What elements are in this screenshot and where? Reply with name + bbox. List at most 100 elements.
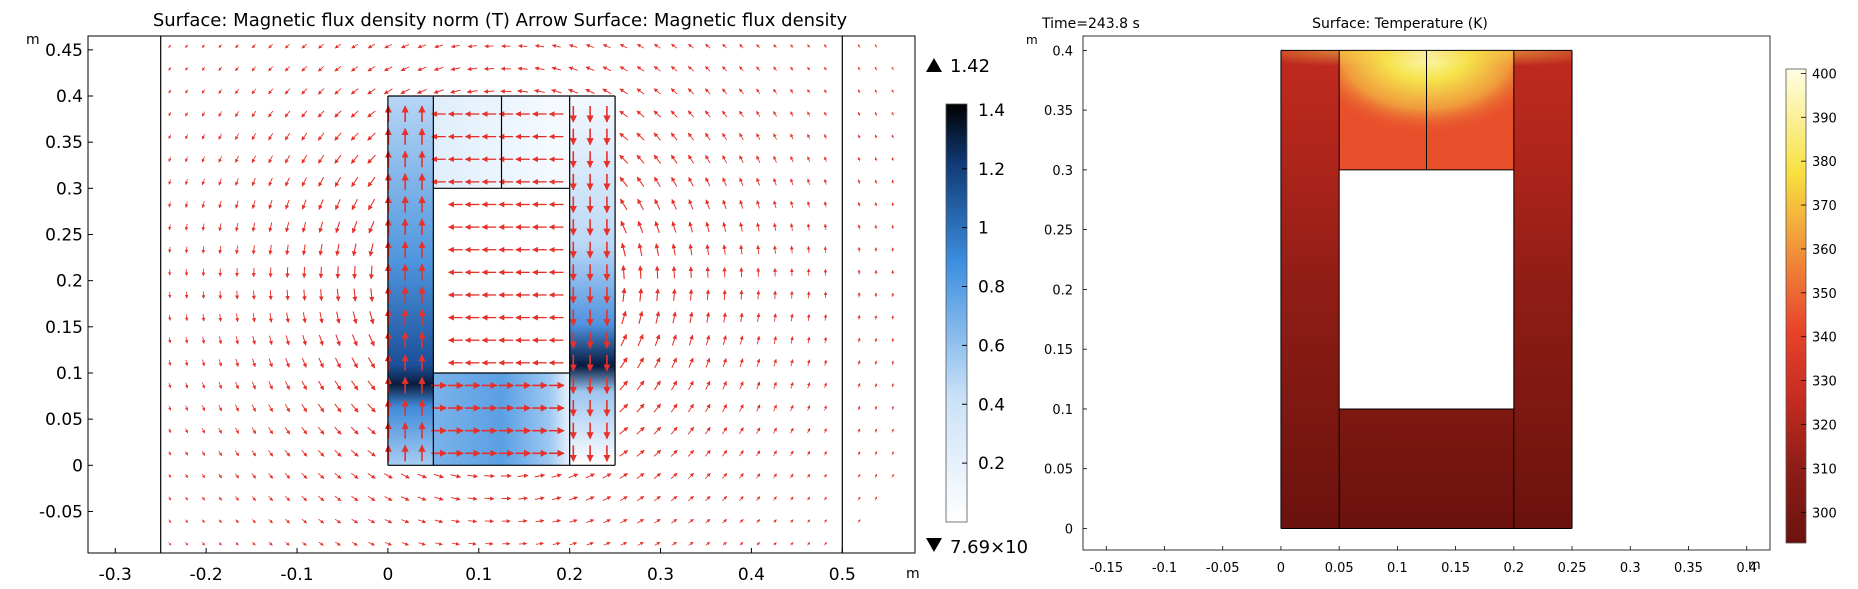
flux-arrow bbox=[874, 428, 878, 433]
flux-arrow bbox=[384, 44, 393, 49]
flux-arrow bbox=[168, 451, 172, 456]
flux-arrow bbox=[318, 43, 325, 49]
flux-arrow bbox=[268, 473, 274, 479]
flux-arrow bbox=[653, 88, 661, 95]
flux-arrow bbox=[268, 358, 273, 368]
flux-arrow bbox=[773, 133, 777, 140]
y-tick-label: 0.1 bbox=[1052, 403, 1073, 418]
flux-arrow bbox=[773, 519, 777, 524]
flux-arrow bbox=[585, 44, 595, 49]
flux-arrow bbox=[450, 474, 462, 479]
flux-arrow bbox=[518, 519, 528, 524]
flux-arrow bbox=[637, 265, 643, 279]
flux-arrow bbox=[636, 176, 645, 187]
colorbar: 1.42 7.69×10 1.4 1.2 1 0.8 0.6 0.4 0.2 bbox=[926, 56, 1028, 558]
flux-arrow bbox=[739, 335, 744, 345]
flux-arrow bbox=[568, 496, 579, 501]
flux-arrow bbox=[417, 519, 427, 524]
flux-arrow bbox=[585, 88, 595, 94]
flux-arrow bbox=[722, 66, 728, 72]
flux-arrow bbox=[704, 472, 711, 479]
flux-arrow bbox=[301, 357, 307, 368]
flux-arrow bbox=[235, 313, 240, 323]
flux-arrow bbox=[201, 359, 206, 367]
flux-arrow bbox=[334, 43, 342, 49]
flux-arrow bbox=[319, 311, 324, 324]
flux-arrow bbox=[301, 154, 308, 164]
flux-arrow bbox=[857, 360, 861, 366]
x-tick-label: 0.1 bbox=[1387, 561, 1408, 576]
flux-arrow bbox=[235, 44, 239, 49]
flux-arrow bbox=[619, 154, 629, 164]
flux-arrow bbox=[790, 519, 794, 523]
flux-arrow bbox=[807, 519, 811, 523]
flux-arrow bbox=[235, 404, 239, 412]
flux-arrow bbox=[722, 289, 727, 300]
flux-arrow bbox=[619, 66, 628, 72]
flux-arrow bbox=[284, 495, 291, 502]
flux-arrow bbox=[185, 178, 189, 186]
flux-arrow bbox=[756, 335, 761, 345]
flux-arrow bbox=[857, 337, 861, 343]
flux-arrow bbox=[704, 110, 711, 118]
flux-arrow bbox=[653, 176, 661, 187]
flux-arrow bbox=[335, 288, 341, 302]
flux-arrow bbox=[705, 380, 711, 390]
flux-arrow bbox=[534, 496, 545, 501]
flux-arrow bbox=[401, 44, 410, 49]
flux-arrow bbox=[756, 496, 761, 501]
plot-frame bbox=[1082, 35, 1771, 551]
flux-arrow bbox=[518, 496, 528, 501]
flux-arrow bbox=[891, 202, 895, 207]
flux-arrow bbox=[636, 449, 645, 457]
flux-arrow bbox=[636, 43, 644, 49]
flux-arrow bbox=[334, 110, 342, 118]
flux-arrow bbox=[433, 89, 444, 94]
flux-arrow bbox=[433, 473, 444, 479]
y-tick-label: -0.05 bbox=[39, 502, 83, 522]
flux-arrow bbox=[268, 88, 274, 95]
flux-arrow bbox=[251, 519, 256, 524]
flux-arrow bbox=[636, 472, 645, 479]
flux-arrow bbox=[185, 89, 189, 94]
flux-arrow bbox=[350, 403, 359, 413]
flux-arrow bbox=[824, 66, 827, 71]
colorbar-tick-label: 330 bbox=[1812, 375, 1837, 390]
x-axis: -0.3 -0.2 -0.1 0 0.1 0.2 0.3 0.4 0.5 bbox=[99, 548, 856, 585]
flux-arrow bbox=[891, 405, 894, 411]
flux-arrow bbox=[168, 405, 172, 411]
y-axis-unit: m bbox=[26, 32, 40, 48]
flux-arrow bbox=[235, 381, 239, 390]
flux-arrow bbox=[468, 541, 477, 546]
flux-arrow bbox=[418, 542, 426, 546]
colorbar: 400 390 380 370 360 350 340 330 320 310 300 bbox=[1785, 67, 1837, 544]
flux-arrow bbox=[335, 541, 341, 546]
flux-arrow bbox=[620, 333, 628, 347]
flux-arrow bbox=[823, 451, 827, 456]
flux-arrow bbox=[218, 336, 223, 345]
y-tick-label: 0.05 bbox=[1044, 463, 1073, 478]
flux-arrow bbox=[368, 541, 375, 546]
x-tick-label: 0 bbox=[382, 565, 393, 585]
colorbar-tick-label: 400 bbox=[1812, 67, 1837, 82]
flux-arrow bbox=[705, 177, 711, 187]
flux-arrow bbox=[705, 244, 710, 255]
flux-arrow bbox=[301, 43, 307, 49]
flux-arrow bbox=[687, 472, 695, 479]
flux-arrow bbox=[351, 334, 358, 347]
flux-arrow bbox=[369, 311, 375, 325]
x-tick-label: 0.15 bbox=[1441, 561, 1470, 576]
flux-arrow bbox=[705, 221, 710, 233]
flux-arrow bbox=[790, 66, 794, 71]
flux-arrow bbox=[350, 426, 359, 435]
flux-arrow bbox=[637, 518, 645, 524]
flux-arrow bbox=[891, 134, 895, 139]
flux-arrow bbox=[688, 199, 694, 210]
y-tick-label: 0.2 bbox=[1052, 283, 1073, 298]
flux-arrow bbox=[739, 519, 744, 524]
flux-arrow bbox=[739, 289, 744, 300]
flux-arrow bbox=[619, 357, 628, 369]
flux-arrow bbox=[284, 110, 291, 118]
flux-arrow bbox=[218, 450, 223, 457]
flux-arrow bbox=[756, 473, 761, 479]
